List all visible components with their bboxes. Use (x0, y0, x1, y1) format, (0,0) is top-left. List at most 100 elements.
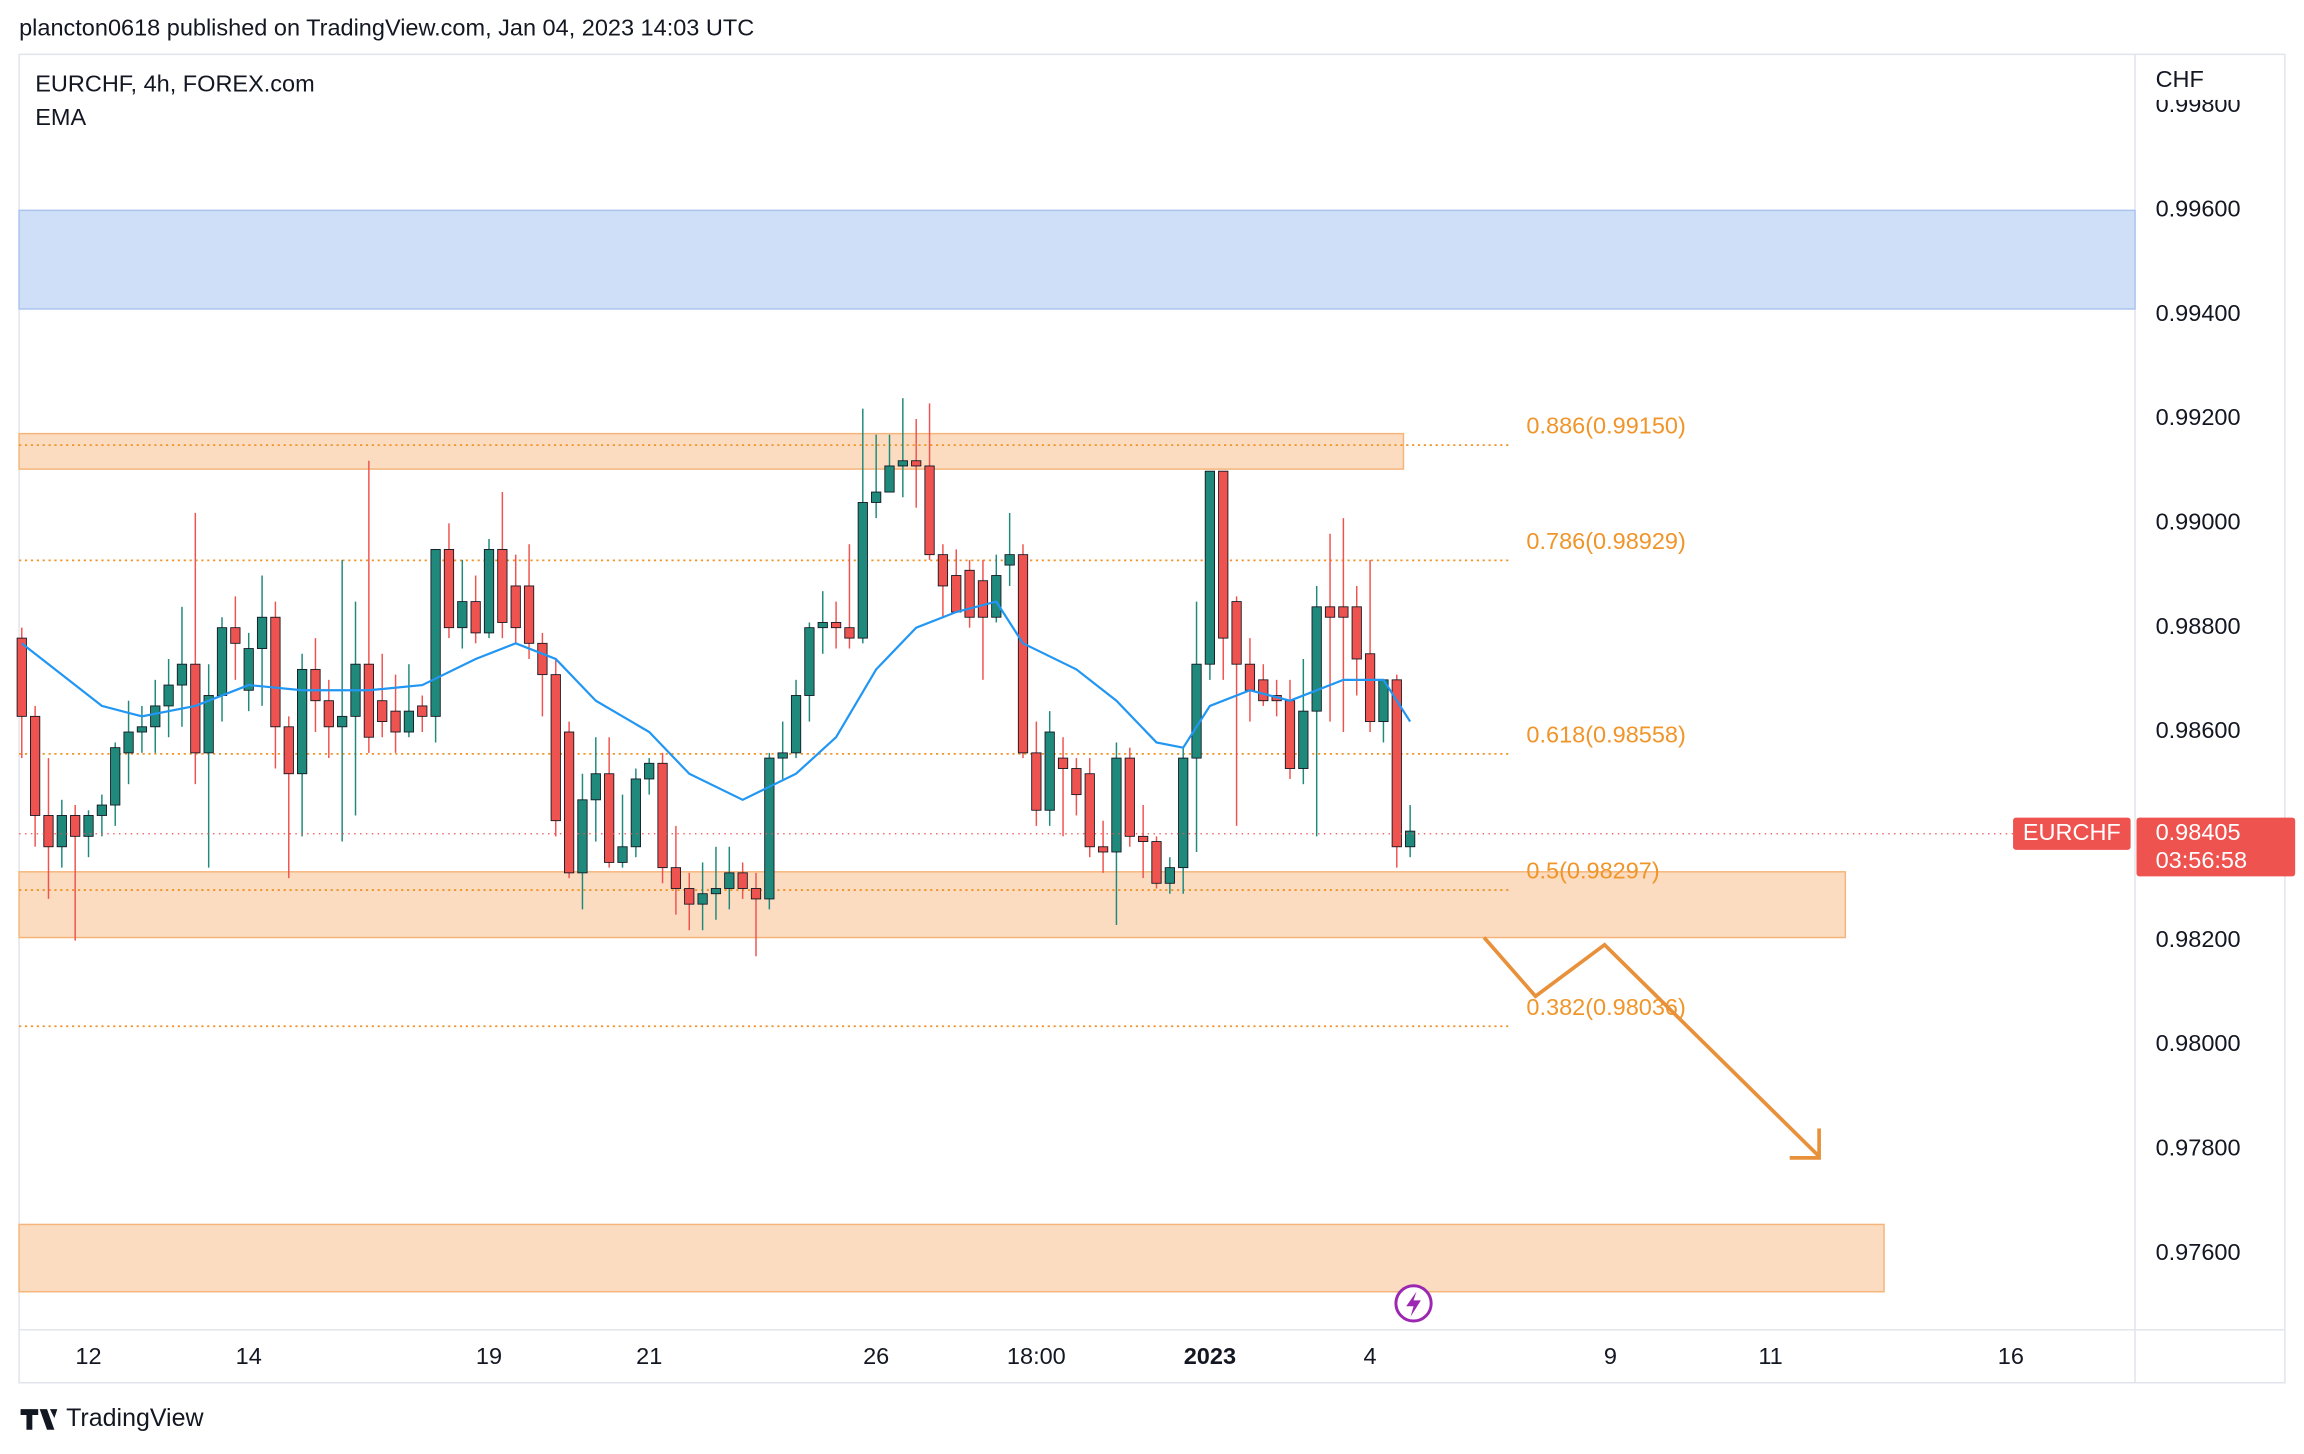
candle-body (310, 668, 321, 702)
candle-body (1258, 679, 1269, 702)
candle-body (430, 548, 441, 717)
candle-body (737, 872, 748, 889)
x-tick-label: 11 (1758, 1343, 1782, 1369)
candle-body (844, 627, 855, 639)
price-tag-bg (2136, 817, 2296, 877)
candle-body (991, 575, 1002, 618)
candle-body (136, 726, 148, 733)
x-tick-label: 4 (1364, 1343, 1377, 1369)
candle-body (964, 569, 975, 618)
x-tick-label: 2023 (1184, 1343, 1236, 1369)
candle-body (377, 700, 388, 723)
candle-body (804, 627, 815, 696)
x-tick-label: 14 (236, 1343, 262, 1369)
candle-body (884, 465, 895, 493)
candle-body (617, 846, 628, 863)
fib-levels: 0.886(0.99150) 0.786(0.98929) 0.618(0.9855… (19, 413, 1686, 1028)
candle-body (657, 762, 668, 869)
candle-body (1351, 606, 1362, 660)
y-tick-label: 0.99000 (2156, 509, 2241, 535)
candle-body (1097, 846, 1109, 853)
candle-body (110, 747, 121, 806)
candle-body (1057, 757, 1069, 769)
x-tick-label: 21 (636, 1343, 662, 1369)
candle-body (70, 815, 81, 837)
candle-body (777, 752, 788, 759)
footer: TradingView (66, 1404, 204, 1432)
zone (18, 1223, 1885, 1293)
candle-body (203, 695, 214, 754)
x-tick-label: 16 (1998, 1343, 2024, 1369)
candle-body (951, 575, 962, 613)
symbol-tag-bg (2013, 817, 2131, 850)
x-tick-label: 12 (75, 1343, 101, 1369)
candle-body (1044, 731, 1055, 811)
axis-unit: CHF (2156, 66, 2204, 92)
symbol-tag: EURCHF (2023, 819, 2121, 845)
candle-body (924, 465, 935, 556)
y-tick-label: 0.98000 (2156, 1030, 2241, 1056)
candle-body (670, 867, 682, 889)
candle-body (790, 695, 802, 754)
candle-body (1218, 470, 1229, 639)
axes: 0.998000.996000.994000.992000.990000.988… (19, 91, 2296, 1369)
candle-body (216, 627, 228, 696)
candle-body (1391, 679, 1402, 848)
candle-body (363, 663, 374, 738)
candle-body (30, 715, 41, 816)
candle-body (577, 799, 588, 874)
candle-body (1231, 601, 1242, 665)
candle-body (764, 757, 775, 900)
candle-body (96, 804, 107, 816)
candle-body (1204, 470, 1216, 665)
candle-body (937, 554, 949, 587)
zone (18, 209, 2136, 310)
candle-body (1031, 752, 1042, 811)
fib-label: 0.618(0.98558) (1526, 721, 1685, 747)
candle-body (230, 627, 241, 644)
candle-body (563, 731, 575, 874)
candle-body (123, 731, 134, 754)
candle-body (510, 585, 521, 629)
candle-body (724, 872, 735, 889)
unit-backdrop (2137, 55, 2284, 100)
y-tick-label: 0.98600 (2156, 717, 2241, 743)
arrow-head (1789, 1128, 1821, 1160)
candle-body (1138, 835, 1149, 842)
candle-body (523, 585, 535, 644)
candle-body (163, 684, 174, 707)
y-tick-label: 0.98200 (2156, 926, 2241, 952)
replay-icon[interactable] (1394, 1284, 1433, 1323)
candle-body (1324, 606, 1336, 618)
y-tick-label: 0.97600 (2156, 1239, 2241, 1265)
candle-body (911, 460, 922, 467)
candle-body (43, 815, 54, 848)
tv-logo (20, 1409, 58, 1430)
candle-body (483, 548, 495, 634)
x-tick-label: 26 (863, 1343, 889, 1369)
candle-body (243, 648, 254, 691)
fib-label: 0.382(0.98036) (1526, 994, 1685, 1020)
candle-body (1298, 710, 1309, 769)
y-tick-label: 0.99200 (2156, 404, 2241, 430)
candle-body (403, 710, 415, 733)
candle-body (857, 502, 868, 639)
candle-body (1191, 663, 1202, 759)
candles (16, 398, 1416, 957)
candle-body (977, 580, 989, 618)
candle-body (1124, 757, 1135, 837)
candle-body (537, 642, 548, 676)
candle-body (1405, 830, 1416, 848)
candle-body (710, 888, 722, 895)
header: plancton0618 published on TradingView.co… (19, 15, 754, 41)
candle-body (644, 762, 655, 780)
candle-body (1111, 757, 1122, 853)
candle-body (1311, 606, 1322, 712)
candle-body (590, 773, 601, 801)
legend-symbol: EURCHF, 4h, FOREX.com (35, 70, 314, 96)
candle-body (56, 815, 67, 848)
candle-body (390, 710, 401, 733)
candle-body (1071, 768, 1082, 796)
candle-body (457, 601, 468, 629)
x-tick-label: 19 (476, 1343, 502, 1369)
